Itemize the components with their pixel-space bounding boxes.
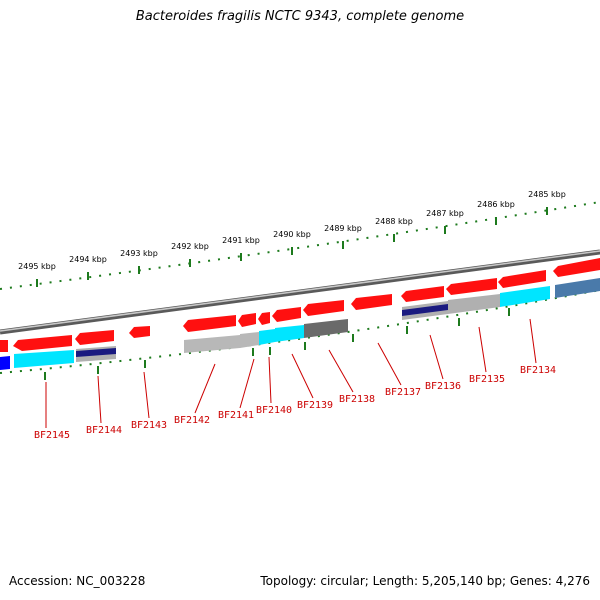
gene-arrow[interactable] [553,258,600,277]
feature-box[interactable] [555,278,600,298]
gene-label[interactable]: BF2141 [218,410,254,421]
feature-box[interactable] [14,350,74,368]
scale-ticks: 2495 kbp 2494 kbp 2493 kbp 2492 kbp 2491 kbp… [18,190,566,380]
gene-arrow[interactable] [0,340,8,352]
scale-tick-label: 2486 kbp [477,200,515,209]
gene-leader-line [429,334,444,380]
gene-label[interactable]: BF2140 [256,405,292,416]
scale-tick-label: 2489 kbp [324,224,362,233]
gene-arrow[interactable] [75,330,114,345]
feature-box[interactable] [304,319,348,338]
feature-box-navy[interactable] [76,348,116,357]
feature-box[interactable] [240,332,259,348]
gene-label[interactable]: BF2145 [34,430,70,441]
gene-label[interactable]: BF2134 [520,365,556,376]
gene-label[interactable]: BF2137 [385,387,421,398]
gene-arrow[interactable] [446,278,497,295]
gene-leader-line [268,356,272,404]
gene-label[interactable]: BF2136 [425,381,461,392]
gene-arrow[interactable] [238,313,256,327]
gene-leader-line [291,353,314,399]
gene-arrow[interactable] [13,335,72,351]
gene-leader-line [478,326,487,373]
gene-arrow[interactable] [303,300,344,316]
gene-leader-line [328,349,354,393]
scale-tick-label: 2494 kbp [69,255,107,264]
scale-tick-label: 2487 kbp [426,209,464,218]
gene-label[interactable]: BF2138 [339,394,375,405]
gene-leader-line [529,318,537,364]
gene-leader-line [194,363,216,414]
gene-arrow[interactable] [258,312,270,325]
gene-leader-line [239,358,255,409]
gene-leader-line [377,342,402,386]
feature-box[interactable] [275,325,304,342]
scale-dotted-line-inner [0,289,600,374]
gene-label[interactable]: BF2135 [469,374,505,385]
feature-box[interactable] [184,335,240,353]
genome-summary-text: Topology: circular; Length: 5,205,140 bp… [260,574,590,588]
scale-tick-label: 2490 kbp [273,230,311,239]
gene-leader-line [143,371,150,419]
genome-backbone [0,249,600,335]
feature-box[interactable] [448,294,500,314]
feature-box[interactable] [0,356,10,370]
scale-tick-label: 2491 kbp [222,236,260,245]
scale-tick-label: 2488 kbp [375,217,413,226]
gene-track-features [0,278,600,370]
gene-arrow[interactable] [351,294,392,310]
gene-track-forward [0,258,600,352]
feature-box[interactable] [259,329,275,345]
scale-tick-label: 2485 kbp [528,190,566,199]
gene-label[interactable]: BF2143 [131,420,167,431]
scale-tick-label: 2492 kbp [171,242,209,251]
scale-tick-label: 2493 kbp [120,249,158,258]
gene-arrow[interactable] [401,286,444,302]
feature-box[interactable] [500,286,550,307]
gene-label[interactable]: BF2142 [174,415,210,426]
scale-tick-label: 2495 kbp [18,262,56,271]
gene-label[interactable]: BF2139 [297,400,333,411]
gene-arrow[interactable] [272,307,301,322]
gene-arrow[interactable] [129,326,150,338]
map-title: Bacteroides fragilis NCTC 9343, complete… [135,9,465,24]
gene-arrow[interactable] [498,270,546,288]
feature-box-navy[interactable] [402,304,448,316]
gene-leader-line [97,375,102,424]
gene-label[interactable]: BF2144 [86,425,122,436]
scale-dotted-line-outer [0,201,600,290]
accession-text: Accession: NC_003228 [9,574,146,588]
gene-labels: BF2145 BF2144 BF2143 BF2142 BF2141 BF2140 BF21… [34,318,556,441]
gene-arrow[interactable] [183,315,236,332]
